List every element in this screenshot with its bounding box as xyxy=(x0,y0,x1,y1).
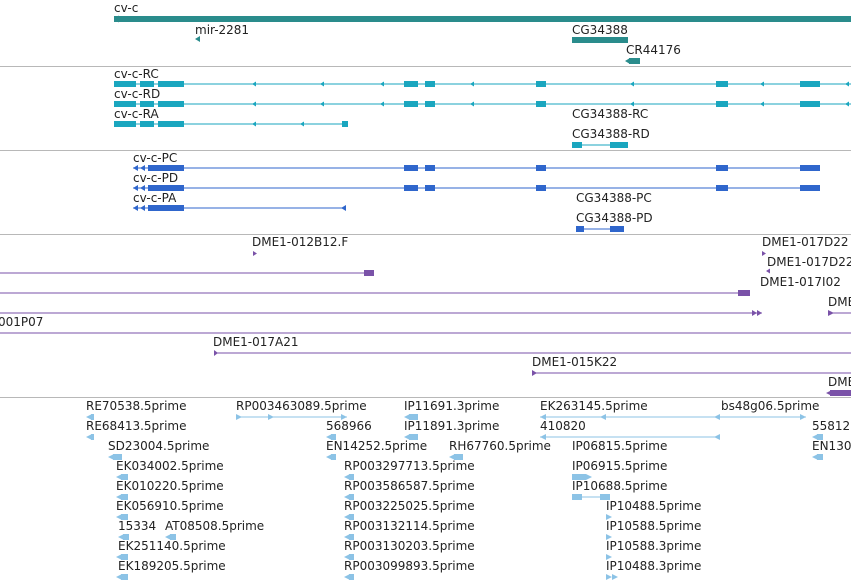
track-separator xyxy=(0,234,851,235)
protein-label-cg34388-pd[interactable]: CG34388-PD xyxy=(576,211,653,225)
est-label-15334[interactable]: 15334 xyxy=(118,519,157,533)
transcript-label-cg34388-rc[interactable]: CG34388-RC xyxy=(572,107,649,121)
gene-label-cv-c[interactable]: cv-c xyxy=(114,1,139,15)
est-label-sd23004[interactable]: SD23004.5prime xyxy=(108,439,210,453)
est-label-en130[interactable]: EN130 xyxy=(812,439,851,453)
protein-label-cv-c-pa[interactable]: cv-c-PA xyxy=(133,191,177,205)
clone-label-001p07[interactable]: 001P07 xyxy=(0,315,44,329)
est-label-ip10588-3[interactable]: IP10588.3prime xyxy=(606,539,702,553)
est-label-ek010220[interactable]: EK010220.5prime xyxy=(116,479,224,493)
track-separator xyxy=(0,397,851,398)
est-label-en14252[interactable]: EN14252.5prime xyxy=(326,439,428,453)
transcript-label-cv-c-rd[interactable]: cv-c-RD xyxy=(114,87,161,101)
protein-track xyxy=(133,165,820,232)
est-label-rp003225025[interactable]: RP003225025.5prime xyxy=(344,499,475,513)
gene-cv-c xyxy=(114,16,851,22)
track-separator xyxy=(0,150,851,151)
est-label-bs48g06[interactable]: bs48g06.5prime xyxy=(721,399,820,413)
protein-label-cv-c-pd[interactable]: cv-c-PD xyxy=(133,171,179,185)
est-label-ek189205[interactable]: EK189205.5prime xyxy=(118,559,226,573)
transcript-track xyxy=(114,81,851,148)
gene-cg34388 xyxy=(572,37,628,43)
est-label-rp003132114[interactable]: RP003132114.5prime xyxy=(344,519,475,533)
clone-label-dme1-017i02[interactable]: DME1-017I02 xyxy=(760,275,841,289)
est-label-rh67760[interactable]: RH67760.5prime xyxy=(449,439,551,453)
est-label-ek056910[interactable]: EK056910.5prime xyxy=(116,499,224,513)
est-label-ek034002[interactable]: EK034002.5prime xyxy=(116,459,224,473)
est-label-410820[interactable]: 410820 xyxy=(540,419,586,433)
est-label-ip10488-5[interactable]: IP10488.5prime xyxy=(606,499,702,513)
est-label-rp003130203[interactable]: RP003130203.5prime xyxy=(344,539,475,553)
transcript-label-cv-c-rc[interactable]: cv-c-RC xyxy=(114,67,159,81)
est-label-ip10488-3[interactable]: IP10488.3prime xyxy=(606,559,702,573)
est-label-ip11691[interactable]: IP11691.3prime xyxy=(404,399,500,413)
clone-label-dme1-017d22[interactable]: DME1-017D22 xyxy=(762,235,849,249)
track-separator xyxy=(0,66,851,67)
gene-label-mir-2281[interactable]: mir-2281 xyxy=(195,23,250,37)
transcript-label-cg34388-rd[interactable]: CG34388-RD xyxy=(572,127,650,141)
est-label-ip11891[interactable]: IP11891.3prime xyxy=(404,419,500,433)
est-label-55812[interactable]: 55812 xyxy=(812,419,851,433)
protein-label-cv-c-pc[interactable]: cv-c-PC xyxy=(133,151,178,165)
clone-track xyxy=(0,251,851,396)
gene-mir-2281 xyxy=(195,36,200,42)
gene-track xyxy=(114,15,851,64)
est-label-ip10688[interactable]: IP10688.5prime xyxy=(572,479,668,493)
est-label-ip10588-5[interactable]: IP10588.5prime xyxy=(606,519,702,533)
clone-label-dme-truncated[interactable]: DME xyxy=(828,295,851,309)
est-label-ek251140[interactable]: EK251140.5prime xyxy=(118,539,226,553)
transcript-label-cv-c-ra[interactable]: cv-c-RA xyxy=(114,107,159,121)
protein-label-cg34388-pc[interactable]: CG34388-PC xyxy=(576,191,652,205)
est-label-ip06915[interactable]: IP06915.5prime xyxy=(572,459,668,473)
est-label-rp003463089[interactable]: RP003463089.5prime xyxy=(236,399,367,413)
est-label-rp003099893[interactable]: RP003099893.5prime xyxy=(344,559,475,573)
gene-cr44176 xyxy=(629,58,640,64)
est-label-re70538[interactable]: RE70538.5prime xyxy=(86,399,187,413)
clone-label-dme1-012b12f[interactable]: DME1-012B12.F xyxy=(252,235,349,249)
clone-label-dme1-017a21[interactable]: DME1-017A21 xyxy=(213,335,299,349)
clone-label-dme-truncated[interactable]: DME xyxy=(828,375,851,389)
clone-label-dme1-017d22[interactable]: DME1-017D22 xyxy=(767,255,851,269)
est-label-ip06815[interactable]: IP06815.5prime xyxy=(572,439,668,453)
est-label-rp003586587[interactable]: RP003586587.5prime xyxy=(344,479,475,493)
est-label-at08508[interactable]: AT08508.5prime xyxy=(165,519,265,533)
gene-label-cr44176[interactable]: CR44176 xyxy=(626,43,681,57)
est-label-568966[interactable]: 568966 xyxy=(326,419,372,433)
gene-label-cg34388[interactable]: CG34388 xyxy=(572,23,628,37)
est-track xyxy=(86,414,823,580)
est-label-rp003297713[interactable]: RP003297713.5prime xyxy=(344,459,475,473)
est-label-ek263145[interactable]: EK263145.5prime xyxy=(540,399,648,413)
clone-label-dme1-015k22[interactable]: DME1-015K22 xyxy=(532,355,618,369)
est-label-re68413[interactable]: RE68413.5prime xyxy=(86,419,187,433)
